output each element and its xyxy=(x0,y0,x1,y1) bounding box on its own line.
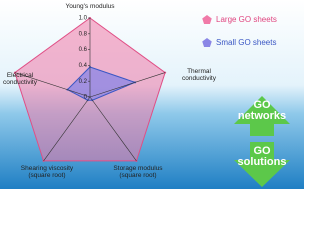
axis-label: Storage modulus (square root) xyxy=(113,165,163,179)
axis-spoke xyxy=(43,96,91,162)
axis-spoke xyxy=(14,72,91,98)
axis-label: Young's modulus xyxy=(65,3,115,10)
legend-marker xyxy=(202,15,212,25)
legend-label: Large GO sheets xyxy=(216,15,277,24)
arrow-up xyxy=(234,96,290,136)
arrow-down xyxy=(234,142,290,187)
axis-label: Thermal conductivity xyxy=(182,68,216,82)
chart-svg: 0 0.2 0.4 0.6 0.8 1.0 Large GO sheets Small GO … xyxy=(0,0,304,189)
radar-area xyxy=(66,66,137,101)
axis-label: Shearing viscosity (square root) xyxy=(20,165,74,179)
r-tick-label: 0.4 xyxy=(79,63,88,69)
r-tick-label: 0.2 xyxy=(79,79,88,85)
axis-spoke xyxy=(89,72,166,98)
annotation: GO solutions xyxy=(237,145,287,168)
axis-label: Electrical conductivity xyxy=(3,72,37,86)
axis-spoke xyxy=(89,96,137,162)
r-tick-label: 1.0 xyxy=(79,16,88,22)
r-tick-label: 0.8 xyxy=(79,31,88,37)
legend-label: Small GO sheets xyxy=(216,38,276,47)
annotation: GO networks xyxy=(237,99,287,122)
r-tick-label: 0.6 xyxy=(79,47,88,53)
chart: 0 0.2 0.4 0.6 0.8 1.0 Large GO sheets Small GO … xyxy=(0,0,304,189)
legend-marker xyxy=(202,38,212,48)
r-tick-label: 0 xyxy=(84,95,88,101)
